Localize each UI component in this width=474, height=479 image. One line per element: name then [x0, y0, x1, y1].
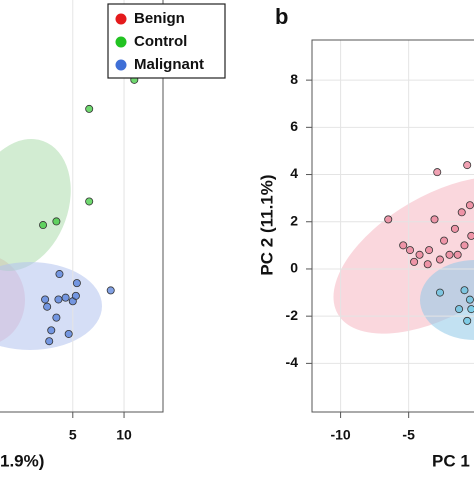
x-tick-label: 5 — [69, 427, 77, 443]
point — [440, 236, 449, 245]
point — [465, 295, 474, 304]
point — [455, 305, 464, 314]
y-tick-label: 0 — [290, 260, 298, 276]
point — [52, 313, 61, 322]
point — [399, 241, 408, 250]
point — [406, 246, 415, 255]
x-axis-label: 1.9%) — [0, 451, 44, 470]
legend-box — [107, 3, 226, 79]
point — [384, 215, 393, 224]
y-axis-label: PC 2 (11.1%) — [257, 174, 276, 275]
y-tick-label: 4 — [290, 165, 298, 181]
legend: Benign Control Malignant — [107, 3, 226, 79]
point — [430, 215, 439, 224]
y-tick-label: -2 — [286, 307, 299, 323]
point — [41, 295, 50, 304]
point — [43, 302, 52, 311]
legend-label: Benign — [134, 10, 185, 27]
point — [52, 217, 61, 226]
point — [463, 316, 472, 325]
point — [457, 208, 466, 217]
x-tick-label: 10 — [116, 427, 132, 443]
point — [55, 270, 64, 279]
point — [106, 286, 115, 295]
confidence-regions — [333, 176, 474, 340]
point — [460, 286, 469, 295]
point — [64, 329, 73, 338]
panel-label: b — [275, 4, 288, 29]
point — [445, 250, 454, 259]
y-tick-label: 8 — [290, 71, 298, 87]
point — [460, 241, 469, 250]
point — [425, 246, 434, 255]
panel-b-frame — [311, 39, 474, 413]
legend-label: Control — [134, 33, 187, 50]
panel-a — [0, 0, 139, 412]
point — [85, 197, 94, 206]
point — [433, 168, 442, 177]
point — [450, 224, 459, 233]
point — [463, 161, 472, 170]
point — [453, 250, 462, 259]
point — [467, 231, 474, 240]
point — [85, 104, 94, 113]
point — [61, 293, 70, 302]
panel-b — [312, 40, 474, 412]
point — [71, 291, 80, 300]
y-tick-label: 2 — [290, 212, 298, 228]
x-tick-label: -5 — [402, 427, 415, 443]
legend-marker — [115, 13, 127, 25]
x-tick-label: -10 — [330, 427, 350, 443]
confidence-regions — [0, 139, 102, 350]
point — [39, 221, 48, 230]
point — [435, 255, 444, 264]
legend-marker — [115, 36, 127, 48]
y-tick-label: -4 — [286, 354, 299, 370]
point — [423, 260, 432, 269]
legend-label: Malignant — [134, 56, 204, 73]
y-tick-label: 6 — [290, 118, 298, 134]
point — [415, 250, 424, 259]
point — [467, 305, 474, 314]
point — [47, 326, 56, 335]
point — [72, 279, 81, 288]
point — [435, 288, 444, 297]
panel-a-frame — [0, 0, 164, 413]
legend-marker — [115, 59, 127, 71]
point — [465, 201, 474, 210]
point — [54, 295, 63, 304]
x-axis-label: PC 1 — [432, 451, 470, 470]
point — [45, 337, 54, 346]
point — [410, 257, 419, 266]
